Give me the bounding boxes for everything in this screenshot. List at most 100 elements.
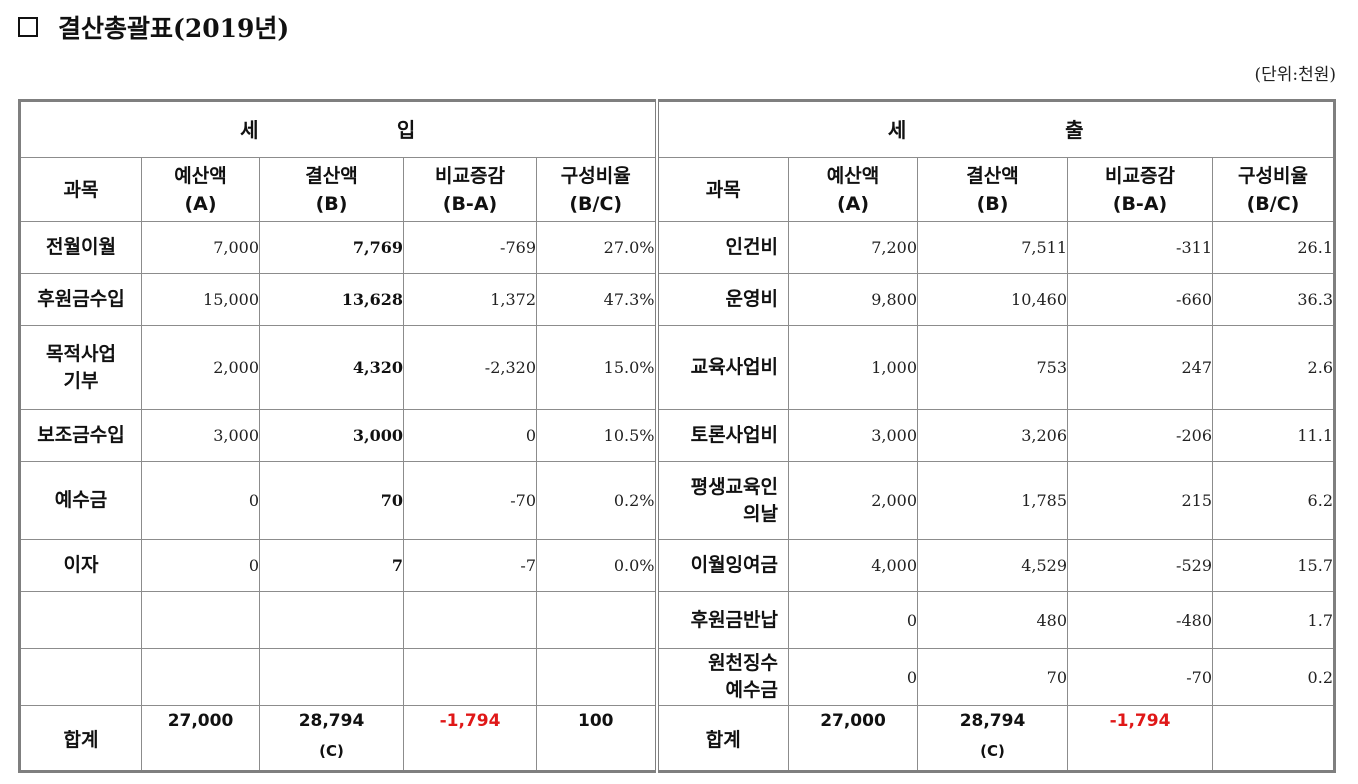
income-settled-cell	[259, 648, 404, 706]
total-settled-value: 28,794	[959, 711, 1026, 731]
total-settled-value: 28,794	[298, 711, 365, 731]
income-item-label: 보조금수입	[19, 409, 142, 462]
income-budget-cell: 0	[141, 539, 260, 592]
income-budget-cell: 15,000	[141, 273, 260, 326]
table-row: 원천징수 예수금 0 70 -70 0.2	[19, 648, 1335, 706]
income-budget-cell: 7,000	[141, 221, 260, 274]
income-settled-cell: 70	[259, 461, 404, 540]
header-line2: (B-A)	[1112, 192, 1168, 215]
header-line2: (A)	[184, 192, 217, 215]
expense-section-label-left: 세	[887, 117, 907, 142]
header-line1: 비교증감	[1105, 164, 1175, 187]
income-section-label-left: 세	[240, 117, 259, 142]
income-item-label: 전월이월	[19, 221, 142, 274]
expense-item-label: 토론사업비	[654, 409, 789, 462]
expense-budget-cell: 9,800	[788, 273, 918, 326]
expense-budget-cell: 7,200	[788, 221, 918, 274]
column-header-row: 과목 예산액 (A) 결산액 (B) 비교증감 (B-A) 구성비율 (B/C) 과목 예산액 (A)…	[19, 157, 1335, 222]
expense-diff-cell: -206	[1067, 409, 1213, 462]
expense-item-label: 이월잉여금	[654, 539, 789, 592]
income-diff-cell: -769	[403, 221, 537, 274]
unit-note: (단위:천원)	[1254, 65, 1336, 85]
expense-budget-cell: 0	[788, 648, 918, 706]
expense-item-label: 평생교육인 의날	[654, 461, 789, 540]
income-diff-cell	[403, 591, 537, 649]
income-header-1: 예산액 (A)	[141, 157, 260, 222]
income-diff-cell: -70	[403, 461, 537, 540]
expense-settled-cell: 480	[917, 591, 1068, 649]
income-item-label	[19, 648, 142, 706]
expense-total-settled: 28,794 (C)	[917, 705, 1068, 772]
income-total-budget: 27,000	[141, 705, 260, 772]
income-diff-cell: -7	[403, 539, 537, 592]
expense-total-ratio	[1212, 705, 1335, 772]
income-header-0: 과목	[19, 157, 142, 222]
expense-ratio-cell: 11.1	[1212, 409, 1335, 462]
table-row: 후원금수입 15,000 13,628 1,372 47.3% 운영비 9,800 10,46…	[19, 273, 1335, 326]
expense-ratio-cell: 2.6	[1212, 325, 1335, 410]
expense-settled-cell: 3,206	[917, 409, 1068, 462]
expense-item-label: 원천징수 예수금	[654, 648, 789, 706]
income-item-label: 후원금수입	[19, 273, 142, 326]
income-header-3: 비교증감 (B-A)	[403, 157, 537, 222]
expense-budget-cell: 2,000	[788, 461, 918, 540]
table-row: 보조금수입 3,000 3,000 0 10.5% 토론사업비 3,000 3,206 -206…	[19, 409, 1335, 462]
expense-settled-cell: 7,511	[917, 221, 1068, 274]
income-ratio-cell: 0.2%	[536, 461, 657, 540]
expense-section-label-right: 출	[1065, 117, 1084, 142]
expense-diff-cell: 247	[1067, 325, 1213, 410]
income-item-label	[19, 591, 142, 649]
page-title-text: 결산총괄표(2019년)	[58, 14, 290, 43]
income-item-label: 이자	[19, 539, 142, 592]
income-header-4: 구성비율 (B/C)	[536, 157, 657, 222]
expense-budget-cell: 0	[788, 591, 918, 649]
income-diff-cell	[403, 648, 537, 706]
expense-diff-cell: -70	[1067, 648, 1213, 706]
expense-settled-cell: 10,460	[917, 273, 1068, 326]
header-line1: 구성비율	[560, 164, 631, 187]
expense-settled-cell: 753	[917, 325, 1068, 410]
expense-header-2: 결산액 (B)	[917, 157, 1068, 222]
expense-ratio-cell: 6.2	[1212, 461, 1335, 540]
total-settled-note: (C)	[319, 742, 344, 760]
income-diff-cell: 0	[403, 409, 537, 462]
header-line1: 예산액	[826, 164, 880, 187]
income-ratio-cell	[536, 648, 657, 706]
header-line1: 결산액	[305, 164, 358, 187]
expense-item-label: 후원금반납	[654, 591, 789, 649]
income-settled-cell: 13,628	[259, 273, 404, 326]
income-diff-cell: -2,320	[403, 325, 537, 410]
income-diff-cell: 1,372	[403, 273, 537, 326]
expense-diff-cell: -311	[1067, 221, 1213, 274]
income-budget-cell	[141, 648, 260, 706]
income-ratio-cell: 0.0%	[536, 539, 657, 592]
expense-header-3: 비교증감 (B-A)	[1067, 157, 1213, 222]
header-line2: (B/C)	[1246, 192, 1300, 215]
table-row: 이자 0 7 -7 0.0% 이월잉여금 4,000 4,529 -529 15.7	[19, 539, 1335, 592]
expense-diff-cell: -480	[1067, 591, 1213, 649]
income-header-2: 결산액 (B)	[259, 157, 404, 222]
income-ratio-cell	[536, 591, 657, 649]
expense-ratio-cell: 26.1	[1212, 221, 1335, 274]
expense-diff-cell: -660	[1067, 273, 1213, 326]
header-line1: 과목	[63, 178, 99, 201]
income-settled-cell	[259, 591, 404, 649]
header-line1: 결산액	[966, 164, 1019, 187]
expense-diff-cell: 215	[1067, 461, 1213, 540]
expense-header-4: 구성비율 (B/C)	[1212, 157, 1335, 222]
expense-ratio-cell: 0.2	[1212, 648, 1335, 706]
income-budget-cell: 3,000	[141, 409, 260, 462]
expense-ratio-cell: 36.3	[1212, 273, 1335, 326]
income-section-label-right: 입	[396, 117, 416, 142]
income-total-label: 합계	[19, 705, 142, 772]
header-line1: 과목	[705, 178, 741, 201]
expense-total-label: 합계	[654, 705, 789, 772]
income-total-ratio: 100	[536, 705, 657, 772]
expense-settled-cell: 1,785	[917, 461, 1068, 540]
income-ratio-cell: 47.3%	[536, 273, 657, 326]
header-line2: (B)	[976, 192, 1009, 215]
